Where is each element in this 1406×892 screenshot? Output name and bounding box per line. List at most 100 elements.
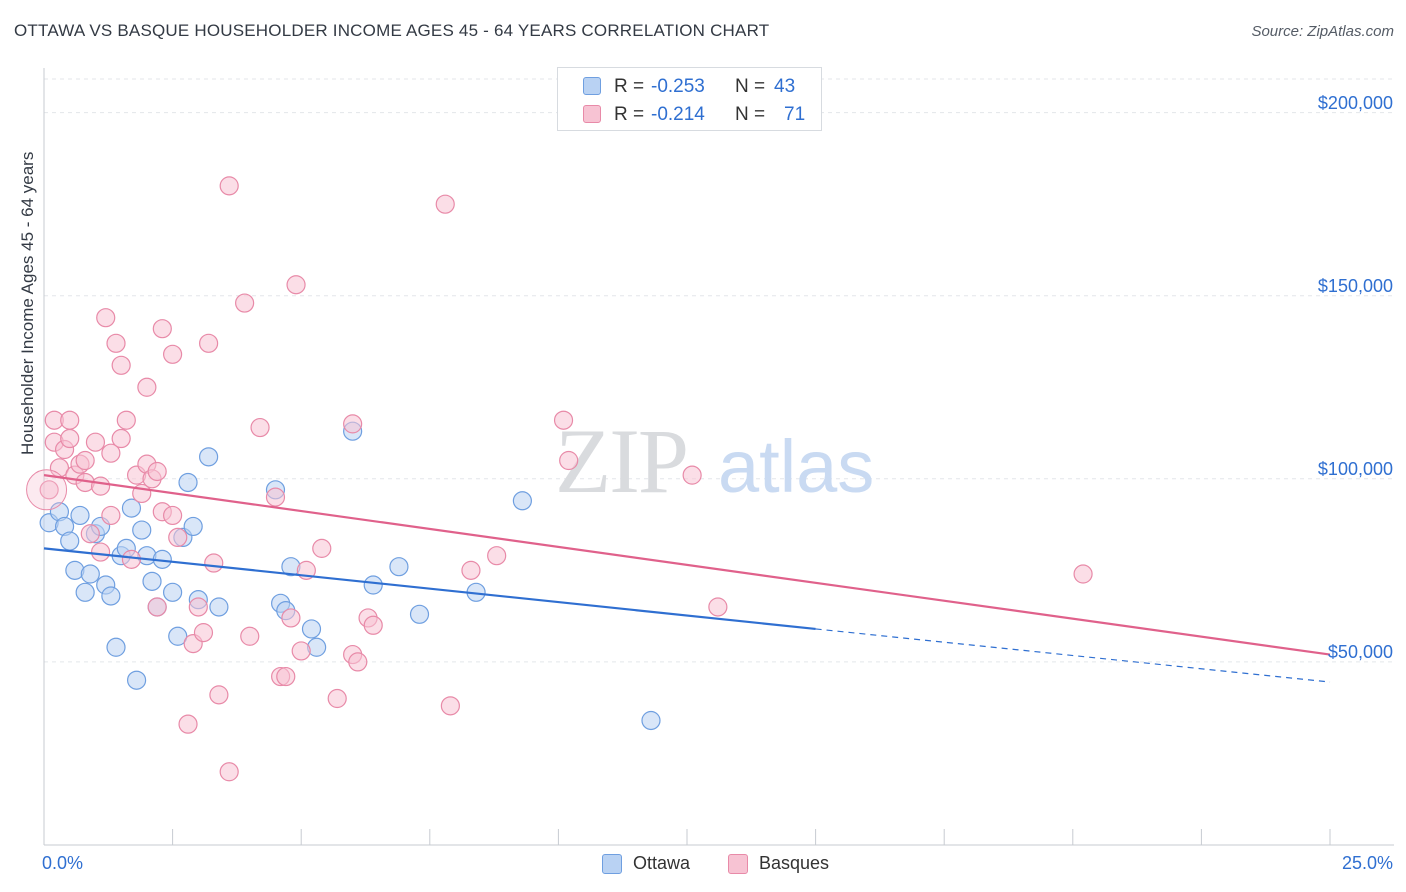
basques-trend-line — [43, 474, 1331, 656]
data-points — [26, 176, 1093, 782]
basques-point — [235, 293, 255, 313]
basques-point — [106, 333, 126, 353]
legend-label: Ottawa — [633, 853, 691, 873]
basques-point — [26, 469, 68, 511]
x-tick-label-max: 25.0% — [1341, 853, 1393, 873]
basques-point — [559, 450, 579, 471]
basques-point — [90, 542, 111, 562]
chart-source: Source: ZipAtlas.com — [1251, 23, 1394, 40]
x-tick-label-min: 0.0% — [42, 853, 84, 873]
r-label: R = — [614, 104, 645, 125]
ottawa-point — [60, 531, 80, 551]
basques-point — [147, 597, 167, 617]
basques-point — [85, 432, 106, 452]
n-label: N = — [735, 104, 766, 125]
chart-title: OTTAWA VS BASQUE HOUSEHOLDER INCOME AGES… — [14, 21, 770, 40]
trend-lines — [43, 474, 1331, 683]
ottawa-point — [199, 447, 219, 467]
r-value: -0.253 — [651, 76, 705, 97]
ottawa-point — [512, 491, 532, 511]
ottawa-point — [132, 520, 152, 540]
basques-point — [90, 476, 111, 496]
basques-point — [461, 560, 481, 580]
ottawa-point — [363, 575, 383, 595]
basques-point — [209, 685, 229, 705]
basques-point — [163, 505, 183, 526]
stats-legend-row-ottawa: R = -0.253 N = 43 — [558, 73, 821, 101]
ottawa-swatch — [583, 77, 601, 95]
ottawa-point — [168, 626, 188, 646]
basques-point — [312, 538, 332, 558]
ottawa-point — [409, 604, 430, 624]
basques-point — [440, 696, 460, 716]
basques-point — [39, 480, 59, 500]
basques-point — [435, 194, 455, 214]
basques-point — [152, 319, 172, 339]
basques-point — [147, 461, 167, 482]
basques-point — [708, 597, 728, 617]
ottawa-point — [106, 637, 126, 657]
basques-point — [276, 666, 296, 687]
basques-point — [188, 597, 208, 617]
basques-point — [111, 355, 131, 375]
ottawa-legend-swatch — [602, 854, 622, 874]
n-label: N = — [735, 76, 766, 97]
ottawa-point — [121, 498, 142, 518]
ottawa-point — [142, 571, 162, 591]
basques-point — [168, 527, 188, 548]
y-tick-label: $50,000 — [1327, 641, 1393, 662]
basques-point — [80, 524, 100, 544]
basques-point — [291, 641, 311, 661]
basques-point — [487, 546, 507, 566]
ottawa-point — [301, 619, 322, 639]
ottawa-point — [389, 557, 409, 577]
gridlines — [44, 78, 1394, 663]
basques-point — [204, 553, 224, 573]
y-tick-label: $200,000 — [1317, 92, 1393, 113]
stats-legend-row-basques: R = -0.214 N = 71 — [558, 101, 821, 129]
basques-legend-swatch — [728, 854, 748, 874]
basques-point — [219, 176, 239, 196]
watermark-atlas: atlas — [718, 425, 874, 508]
basques-point — [348, 652, 368, 672]
axes — [43, 68, 1394, 846]
legend-label: Basques — [759, 853, 830, 873]
basques-point — [111, 428, 131, 449]
watermark: ZIP atlas — [555, 410, 874, 512]
basques-point — [219, 762, 239, 782]
r-value: -0.214 — [651, 104, 705, 125]
basques-point — [178, 714, 198, 734]
y-tick-label: $150,000 — [1317, 275, 1393, 296]
basques-point — [96, 308, 116, 328]
ottawa-point — [163, 582, 183, 602]
ottawa-point — [641, 710, 661, 731]
basques-swatch — [583, 105, 601, 123]
ottawa-point — [209, 597, 229, 617]
ottawa-trend-line — [43, 547, 816, 631]
basques-point — [116, 410, 136, 430]
basques-point — [199, 333, 219, 353]
basques-point — [553, 410, 574, 430]
basques-point — [250, 417, 270, 438]
n-value: 43 — [774, 76, 796, 97]
y-tick-label: $100,000 — [1317, 458, 1393, 479]
basques-point — [60, 410, 80, 430]
basques-point — [75, 450, 95, 471]
ottawa-point — [101, 586, 121, 606]
r-label: R = — [614, 76, 645, 97]
basques-point — [286, 275, 306, 295]
ottawa-point — [75, 582, 95, 602]
ottawa-point — [126, 670, 147, 690]
basques-point — [265, 487, 286, 507]
ottawa-point — [70, 505, 90, 526]
basques-point — [363, 615, 383, 635]
ottawa-point — [178, 472, 198, 493]
basques-point — [682, 465, 702, 485]
ottawa-point — [183, 516, 203, 537]
basques-point — [343, 414, 363, 434]
n-value: 71 — [784, 104, 806, 125]
basques-point — [163, 344, 183, 364]
basques-point — [240, 626, 260, 646]
y-axis-title: Householder Income Ages 45 - 64 years — [18, 151, 37, 455]
